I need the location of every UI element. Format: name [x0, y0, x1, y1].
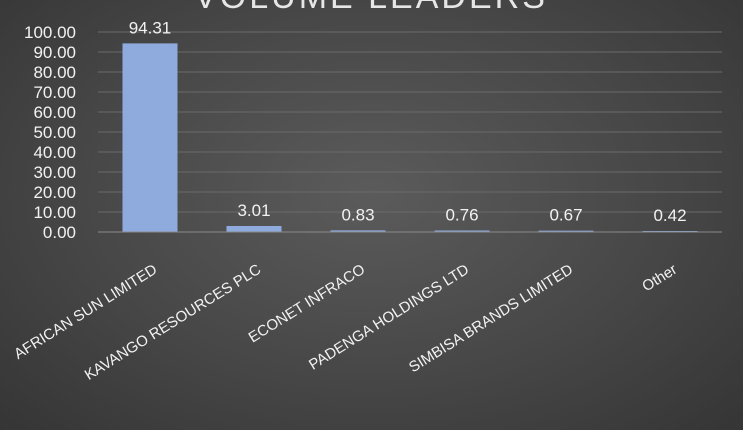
bar [122, 43, 178, 232]
data-label: 0.42 [653, 206, 686, 225]
y-axis-ticks: 0.0010.0020.0030.0040.0050.0060.0070.008… [24, 23, 76, 242]
bar [538, 230, 594, 232]
data-label: 0.76 [445, 205, 478, 224]
bar [434, 230, 490, 232]
y-tick-label: 80.00 [33, 63, 76, 82]
y-tick-label: 100.00 [24, 23, 76, 42]
data-label: 0.83 [341, 205, 374, 224]
bars [122, 43, 698, 232]
y-tick-label: 0.00 [43, 223, 76, 242]
data-labels: 94.31 3.01 0.83 0.76 0.67 0.42 [129, 18, 687, 225]
category-label: Other [639, 261, 680, 295]
y-tick-label: 90.00 [33, 43, 76, 62]
chart-title: VOLUME LEADERS [194, 0, 548, 16]
grid-lines [98, 31, 722, 213]
bar [330, 230, 386, 232]
y-tick-label: 40.00 [33, 143, 76, 162]
y-tick-label: 50.00 [33, 123, 76, 142]
data-label: 3.01 [237, 201, 270, 220]
category-label: KAVANGO RESOURCES PLC [82, 261, 265, 384]
data-label: 94.31 [129, 18, 172, 37]
y-tick-label: 20.00 [33, 183, 76, 202]
y-tick-label: 10.00 [33, 203, 76, 222]
bar [226, 225, 282, 232]
y-tick-label: 70.00 [33, 83, 76, 102]
y-tick-label: 60.00 [33, 103, 76, 122]
category-label: SIMBISA BRANDS LIMITED [406, 261, 576, 376]
data-label: 0.67 [549, 206, 582, 225]
y-tick-label: 30.00 [33, 163, 76, 182]
